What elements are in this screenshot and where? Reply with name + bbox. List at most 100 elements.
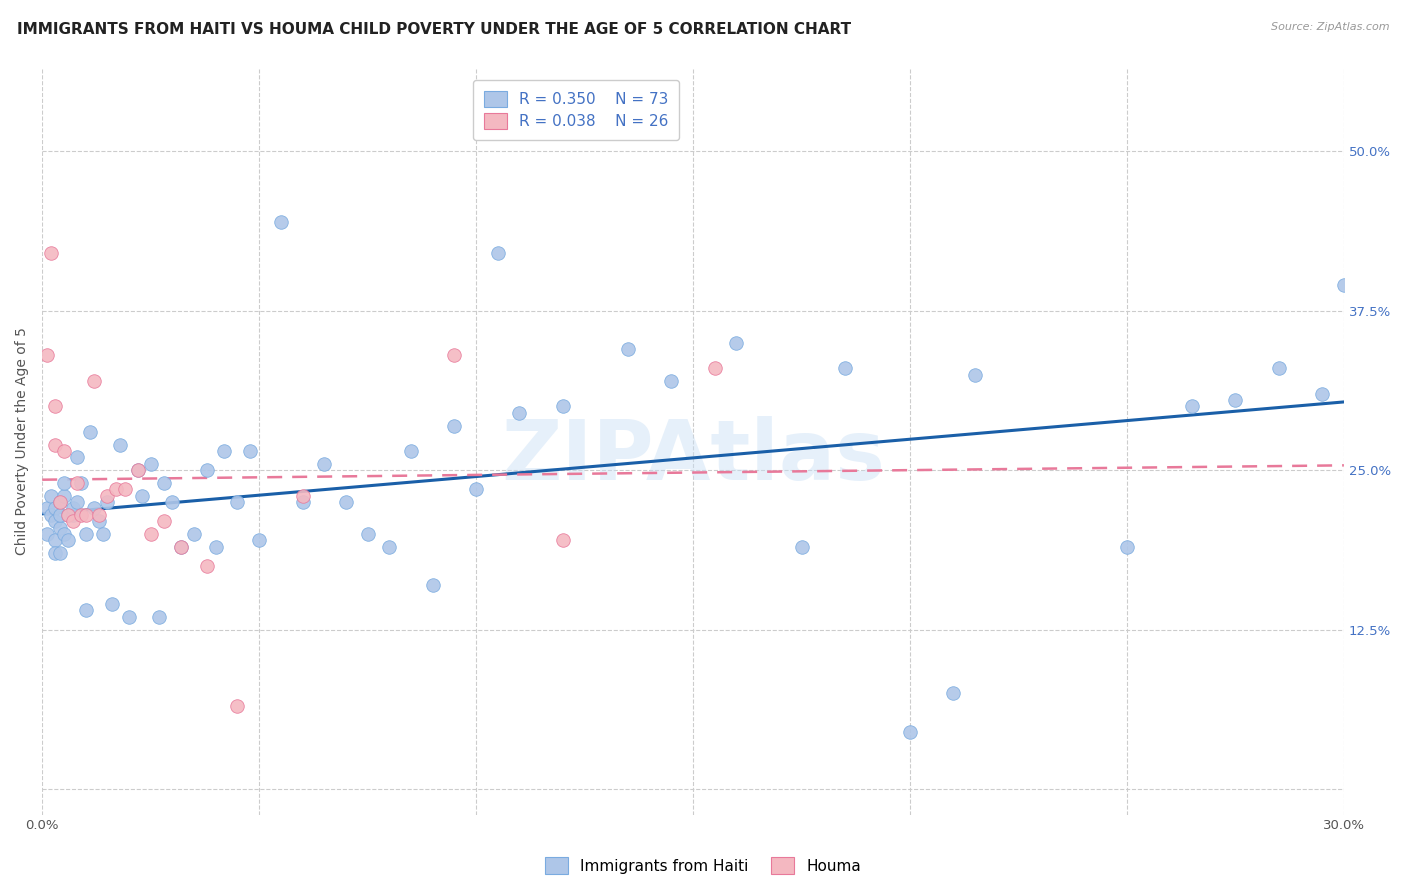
Text: ZIPAtlas: ZIPAtlas [501,416,884,497]
Point [239,444,262,458]
Point [110,438,132,452]
Point [1225,393,1247,408]
Point [226,495,249,509]
Point [70,475,93,490]
Point [965,368,987,382]
Point [617,342,640,356]
Point [443,418,465,433]
Point [291,489,314,503]
Point [127,463,149,477]
Point [48,508,70,522]
Point [204,540,226,554]
Point [131,489,153,503]
Point [87,508,110,522]
Legend: Immigrants from Haiti, Houma: Immigrants from Haiti, Houma [538,851,868,880]
Point [1116,540,1139,554]
Point [214,444,236,458]
Point [96,489,118,503]
Point [898,724,921,739]
Point [114,483,136,497]
Point [66,495,89,509]
Point [48,546,70,560]
Point [551,533,574,548]
Point [170,540,193,554]
Point [659,374,682,388]
Point [139,457,162,471]
Point [39,489,62,503]
Point [139,527,162,541]
Point [422,578,444,592]
Point [35,527,58,541]
Point [44,438,66,452]
Point [183,527,205,541]
Point [247,533,270,548]
Point [83,501,105,516]
Point [508,406,530,420]
Point [465,483,488,497]
Point [100,597,122,611]
Text: Source: ZipAtlas.com: Source: ZipAtlas.com [1271,22,1389,32]
Point [48,495,70,509]
Point [44,400,66,414]
Point [96,495,118,509]
Point [83,374,105,388]
Point [62,508,84,522]
Point [58,508,80,522]
Point [127,463,149,477]
Point [443,348,465,362]
Point [703,361,725,376]
Point [44,514,66,528]
Point [270,214,292,228]
Point [1268,361,1291,376]
Point [52,489,75,503]
Point [148,610,170,624]
Point [35,501,58,516]
Point [66,450,89,465]
Point [1310,386,1333,401]
Point [87,514,110,528]
Point [91,527,114,541]
Point [195,463,218,477]
Point [152,475,174,490]
Point [44,501,66,516]
Point [725,335,748,350]
Point [1333,278,1355,293]
Point [62,501,84,516]
Point [39,246,62,260]
Point [75,508,97,522]
Point [790,540,813,554]
Point [152,514,174,528]
Point [104,483,127,497]
Point [335,495,357,509]
Point [170,540,193,554]
Point [195,558,218,573]
Point [62,514,84,528]
Point [291,495,314,509]
Point [226,699,249,714]
Point [58,508,80,522]
Point [551,400,574,414]
Point [48,495,70,509]
Point [52,475,75,490]
Legend: R = 0.350    N = 73, R = 0.038    N = 26: R = 0.350 N = 73, R = 0.038 N = 26 [472,80,679,140]
Point [486,246,509,260]
Point [75,527,97,541]
Point [44,546,66,560]
Point [314,457,336,471]
Point [378,540,401,554]
Point [356,527,378,541]
Point [79,425,101,439]
Point [834,361,856,376]
Point [1181,400,1204,414]
Y-axis label: Child Poverty Under the Age of 5: Child Poverty Under the Age of 5 [15,327,30,556]
Point [162,495,184,509]
Point [39,508,62,522]
Point [52,444,75,458]
Point [118,610,141,624]
Point [399,444,422,458]
Point [75,603,97,617]
Point [48,520,70,534]
Point [70,508,93,522]
Point [52,527,75,541]
Point [942,686,965,700]
